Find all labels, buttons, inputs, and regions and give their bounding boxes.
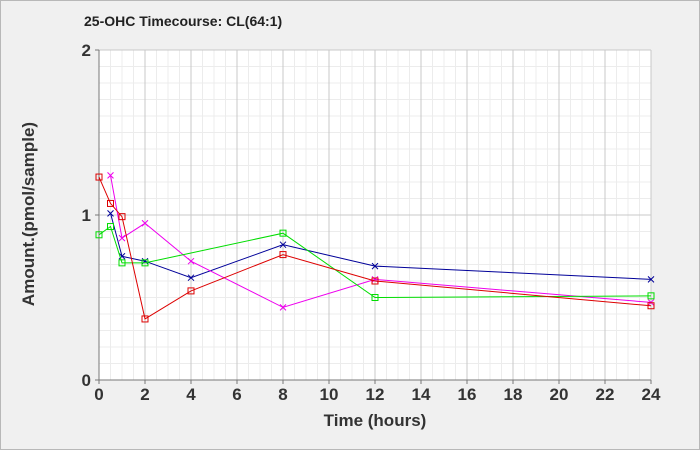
data-point — [371, 277, 379, 285]
data-point — [141, 219, 149, 227]
grid — [98, 49, 652, 381]
x-tick-label: 4 — [186, 385, 196, 404]
data-point — [118, 234, 126, 242]
data-point — [187, 257, 195, 265]
data-point — [187, 287, 195, 295]
data-point — [118, 259, 126, 267]
x-tick-label: 16 — [458, 385, 477, 404]
data-point — [141, 259, 149, 267]
data-point — [279, 241, 287, 249]
series-3 — [95, 223, 655, 301]
series-4 — [95, 173, 655, 323]
x-axis-label: Time (hours) — [324, 411, 427, 430]
data-point — [95, 231, 103, 239]
data-point — [107, 223, 114, 231]
series-line — [98, 176, 652, 320]
data-point — [647, 302, 655, 310]
y-tick-label: 1 — [82, 206, 91, 225]
series-1 — [107, 209, 655, 283]
data-point — [371, 262, 379, 270]
y-tick-label: 0 — [82, 371, 91, 390]
data-point — [279, 304, 287, 311]
x-tick-label: 18 — [504, 385, 523, 404]
data-point — [95, 173, 103, 181]
x-tick-label: 14 — [412, 385, 431, 404]
data-point — [187, 274, 195, 282]
x-tick-label: 2 — [140, 385, 149, 404]
data-point — [279, 229, 287, 237]
data-point — [118, 252, 126, 260]
x-tick-label: 8 — [278, 385, 287, 404]
x-tick-label: 20 — [550, 385, 569, 404]
data-point — [371, 294, 379, 301]
x-tick-label: 22 — [596, 385, 615, 404]
series-layer — [95, 172, 655, 323]
y-tick-label: 2 — [82, 41, 91, 60]
data-point — [279, 251, 287, 259]
data-point — [141, 315, 149, 323]
y-axis-label: Amount.(pmol/sample) — [19, 122, 38, 306]
x-tick-label: 6 — [232, 385, 241, 404]
chart-title: 25-OHC Timecourse: CL(64:1) — [84, 13, 282, 29]
data-point — [107, 172, 114, 179]
x-tick-label: 10 — [320, 385, 339, 404]
x-tick-label: 12 — [366, 385, 385, 404]
data-point — [647, 275, 655, 283]
series-2 — [107, 172, 655, 311]
data-point — [118, 213, 126, 221]
data-point — [647, 292, 655, 300]
x-tick-label: 24 — [642, 385, 661, 404]
data-point — [107, 199, 114, 207]
data-point — [107, 209, 114, 217]
x-tick-label: 0 — [94, 385, 103, 404]
series-line — [98, 225, 652, 299]
